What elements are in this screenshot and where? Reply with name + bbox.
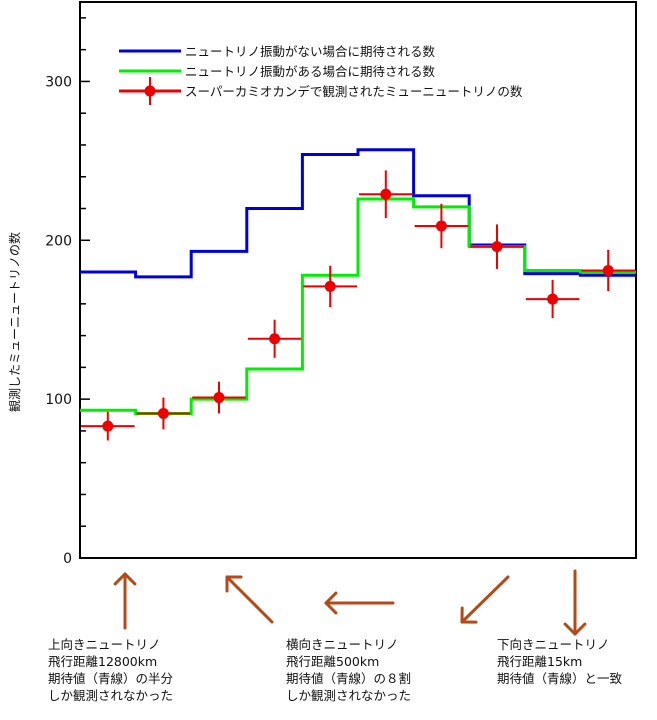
data-point [491, 241, 503, 253]
y-tick-label: 200 [45, 233, 72, 249]
series [80, 148, 636, 441]
data-point [269, 333, 281, 345]
annotation-line: 期待値（青線）と一致 [497, 671, 623, 686]
annotation-line: 下向きニュートリノ [497, 637, 610, 652]
legend-swatch-marker [144, 85, 156, 97]
y-axis-title: 観測したミューニュートリノの数 [7, 232, 22, 412]
data-point [602, 264, 614, 276]
data-point [435, 220, 447, 232]
arrow-head-0-0 [123, 572, 137, 586]
y-axis: 0 100 200 300 [45, 17, 90, 567]
data-point [213, 392, 225, 404]
annotation-downward: 下向きニュートリノ 飛行距離15km 期待値（青線）と一致 [497, 636, 622, 687]
annotation-upward: 上向きニュートリノ 飛行距離12800km 期待値（青線）の半分 しか観測されな… [48, 636, 173, 704]
annotation-line: 期待値（青線）の８割 [286, 671, 412, 686]
arrow-shaft-1 [225, 575, 274, 624]
plot-frame [79, 1, 637, 559]
arrow-head-0-1 [113, 572, 127, 586]
annotation-horizontal: 横向きニュートリノ 飛行距離500km 期待値（青線）の８割 しか観測されなかっ… [286, 636, 411, 704]
data-point [380, 188, 392, 200]
arrow-shaft-3 [460, 575, 510, 624]
annotation-line: 飛行距離15km [497, 654, 583, 669]
y-tick-label: 0 [63, 551, 72, 567]
data-point [157, 407, 169, 419]
annotation-line: 上向きニュートリノ [48, 637, 161, 652]
plot-area [79, 1, 637, 559]
series-line-1 [80, 197, 636, 415]
y-tick-label: 100 [45, 392, 72, 408]
arrow-head-2-1 [324, 601, 338, 615]
legend-label-1: ニュートリノ振動がある場合に期待される数 [185, 64, 436, 79]
legend-label-0: ニュートリノ振動がない場合に期待される数 [185, 44, 436, 59]
arrow-head-2-0 [324, 591, 338, 605]
data-point [547, 293, 559, 305]
annotation-line: しか観測されなかった [286, 688, 412, 703]
legend-label-2: スーパーカミオカンデで観測されたミューニュートリノの数 [185, 84, 523, 99]
arrows [113, 569, 587, 636]
arrow-head-4-0 [563, 622, 577, 636]
y-tick-label: 300 [45, 74, 72, 90]
annotation-line: 飛行距離12800km [48, 654, 158, 669]
data-point [102, 420, 114, 432]
annotation-line: 期待値（青線）の半分 [48, 671, 174, 686]
legend: ニュートリノ振動がない場合に期待される数ニュートリノ振動がある場合に期待される数… [119, 44, 523, 105]
annotation-line: 横向きニュートリノ [286, 637, 399, 652]
annotation-line: しか観測されなかった [48, 688, 174, 703]
data-point [324, 280, 336, 292]
annotation-line: 飛行距離500km [286, 654, 380, 669]
arrow-head-4-1 [573, 622, 587, 636]
